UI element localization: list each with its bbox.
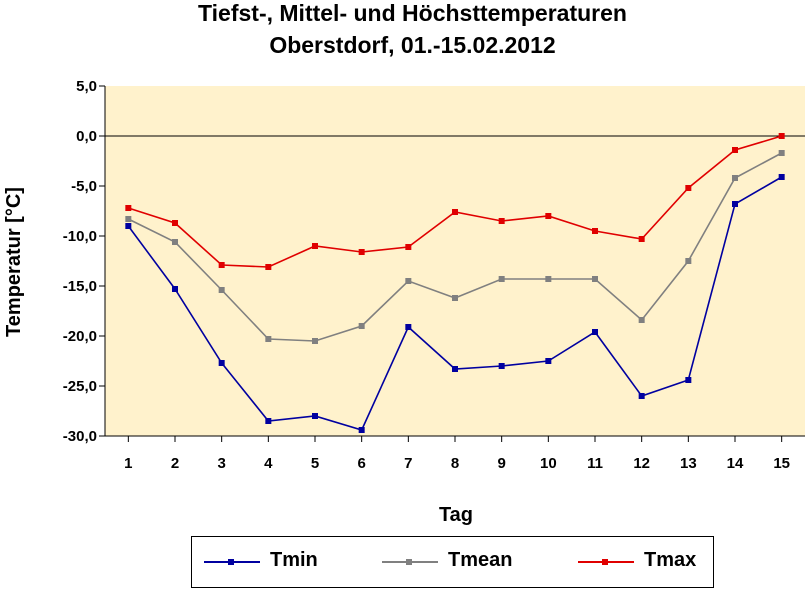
data-point-tmean [638, 317, 645, 323]
x-tick-label: 12 [633, 455, 650, 472]
y-tick-label: 5,0 [76, 78, 97, 95]
data-point-tmean [172, 239, 178, 245]
legend-label-tmax: Tmax [644, 549, 697, 571]
x-tick-label: 6 [357, 455, 365, 472]
plot-area [105, 86, 805, 436]
data-point-tmin [638, 393, 645, 399]
x-tick-label: 3 [217, 455, 225, 472]
data-point-tmin [592, 329, 598, 335]
chart-subtitle: Oberstdorf, 01.-15.02.2012 [269, 32, 556, 58]
x-tick-label: 8 [451, 455, 459, 472]
chart-title: Tiefst-, Mittel- und Höchsttemperaturen [198, 0, 627, 26]
x-tick-label: 5 [311, 455, 319, 472]
y-tick-label: -20,0 [63, 328, 97, 345]
data-point-tmax [778, 133, 785, 139]
legend-label-tmean: Tmean [448, 549, 513, 571]
data-point-tmean [452, 295, 458, 301]
y-tick-label: 0,0 [76, 128, 97, 145]
y-axis-label: Temperatur [°C] [3, 187, 25, 337]
data-point-tmax [218, 262, 225, 268]
data-point-tmean [778, 150, 785, 156]
x-tick-label: 14 [727, 455, 744, 472]
data-point-tmin [405, 324, 412, 330]
data-point-tmin [358, 427, 365, 433]
data-point-tmax [172, 220, 178, 226]
data-point-tmin [172, 286, 178, 292]
data-point-tmax [358, 249, 365, 255]
data-point-tmean [685, 258, 692, 264]
x-tick-label: 7 [404, 455, 412, 472]
legend-label-tmin: Tmin [270, 549, 318, 571]
x-tick-label: 11 [587, 455, 603, 472]
data-point-tmean [592, 276, 598, 282]
legend: Tmin Tmean Tmax [191, 536, 714, 588]
x-tick-label: 2 [171, 455, 179, 472]
data-point-tmin [732, 201, 738, 207]
y-tick-label: -30,0 [63, 428, 97, 445]
data-point-tmax [312, 243, 318, 249]
data-point-tmean [358, 323, 365, 329]
x-tick-label: 4 [264, 455, 273, 472]
x-tick-label: 9 [497, 455, 505, 472]
data-point-tmin [218, 360, 225, 366]
data-point-tmin [685, 377, 692, 383]
data-point-tmax [405, 244, 412, 250]
data-point-tmax [638, 236, 645, 242]
data-point-tmin [312, 413, 318, 419]
y-tick-label: -25,0 [63, 378, 97, 395]
x-axis-label: Tag [439, 504, 473, 526]
data-point-tmean [312, 338, 318, 344]
data-point-tmax [452, 209, 458, 215]
y-tick-label: -5,0 [71, 178, 97, 195]
y-tick-label: -10,0 [63, 228, 97, 245]
x-tick-label: 10 [540, 455, 557, 472]
data-point-tmax [498, 218, 505, 224]
data-point-tmax [732, 147, 738, 153]
data-point-tmean [265, 336, 272, 342]
data-point-tmax [592, 228, 598, 234]
data-point-tmin [265, 418, 272, 424]
data-point-tmax [265, 264, 272, 270]
data-point-tmean [405, 278, 412, 284]
line-chart: 5,00,0-5,0-10,0-15,0-20,0-25,0-30,01 2 3 4 5… [3, 78, 805, 526]
legend-marker-tmin [228, 559, 234, 565]
data-point-tmin [778, 174, 785, 180]
data-point-tmean [732, 175, 738, 181]
data-point-tmin [498, 363, 505, 369]
data-point-tmean [218, 287, 225, 293]
legend-marker-tmean [406, 559, 412, 565]
data-point-tmean [498, 276, 505, 282]
legend-marker-tmax [602, 559, 608, 565]
x-tick-label: 15 [773, 455, 790, 472]
x-tick-label: 1 [124, 455, 132, 472]
data-point-tmin [452, 366, 458, 372]
x-tick-label: 13 [680, 455, 697, 472]
data-point-tmax [545, 213, 552, 219]
data-point-tmax [685, 185, 692, 191]
data-point-tmin [545, 358, 552, 364]
data-point-tmax [125, 205, 132, 211]
data-point-tmin [125, 223, 132, 229]
data-point-tmean [125, 216, 132, 222]
data-point-tmean [545, 276, 552, 282]
y-tick-label: -15,0 [63, 278, 97, 295]
